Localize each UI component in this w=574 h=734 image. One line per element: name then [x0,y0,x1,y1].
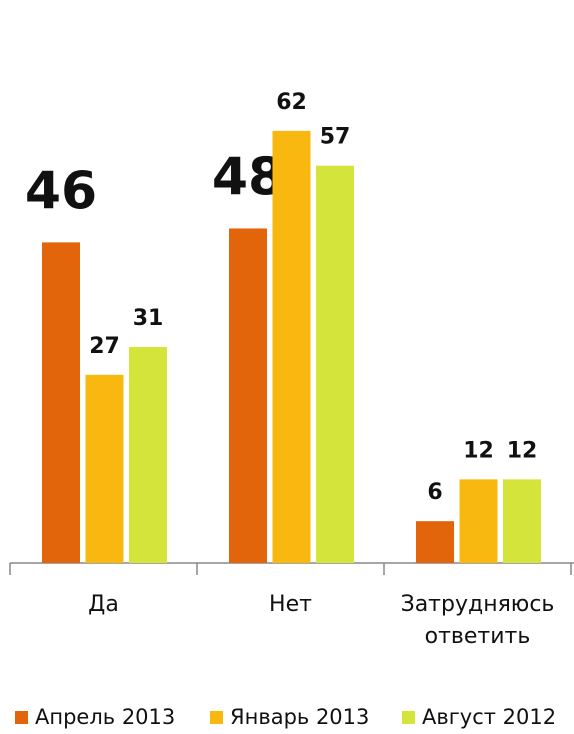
data-label: 27 [89,334,120,359]
bar [416,521,454,563]
legend-swatch [210,711,223,724]
bar [229,228,267,563]
legend-swatch [15,711,28,724]
data-label: 6 [427,480,442,505]
legend-swatch [402,711,415,724]
bar [459,479,498,563]
data-label: 48 [212,147,284,207]
bar [129,346,167,563]
bar [272,130,311,564]
data-label: 46 [25,161,97,221]
data-label: 12 [463,438,494,463]
legend-label: Август 2012 [422,705,556,729]
data-label: 31 [133,306,164,331]
data-label: 12 [507,438,538,463]
legend-label: Апрель 2013 [35,705,175,729]
bar [85,374,124,563]
bar [316,165,354,563]
legend-label: Январь 2013 [230,705,369,729]
bar [42,242,80,563]
x-tick-label: Затрудняюсь ответить [400,592,555,649]
data-label: 57 [320,125,351,150]
data-label: 62 [276,90,307,115]
bar [503,479,541,563]
x-tick-label: Да [88,592,119,617]
x-tick-label: Нет [269,592,312,617]
